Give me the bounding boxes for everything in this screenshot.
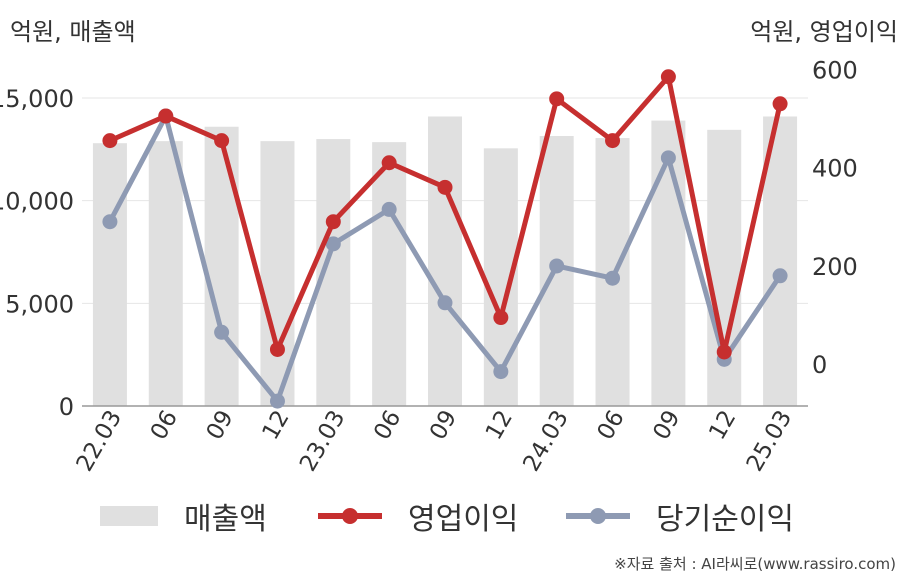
bar-revenue — [148, 141, 183, 406]
left-tick-label: 15,000 — [0, 85, 74, 113]
right-tick-label: 200 — [812, 253, 858, 281]
point-net-income — [437, 295, 453, 311]
legend-label-operating-profit: 영업이익 — [408, 502, 519, 537]
right-axis-unit: 억원, 영업이익 — [750, 18, 898, 46]
x-tick-label: 09 — [425, 406, 462, 444]
point-net-income — [605, 270, 621, 286]
right-tick-label: 400 — [812, 155, 858, 183]
legend-swatch-net-income — [566, 508, 630, 524]
legend-item-operating-profit: 영업이익 — [318, 494, 518, 538]
point-net-income — [325, 236, 341, 252]
point-operating-profit — [493, 310, 509, 326]
right-tick-label: 600 — [812, 56, 858, 84]
x-tick-label: 25.03 — [742, 406, 797, 476]
point-operating-profit — [269, 341, 285, 357]
point-operating-profit — [716, 344, 732, 360]
revenue-bars — [92, 116, 798, 407]
point-net-income — [660, 150, 676, 166]
x-tick-label: 06 — [369, 406, 406, 444]
left-axis-ticks: 0 5,000 10,000 15,000 — [0, 85, 74, 421]
legend-item-net-income: 당기순이익 — [566, 494, 794, 538]
x-axis-ticks: 22.03 06 09 12 23.03 06 09 12 24.03 06 09 12 25.03 — [72, 406, 798, 476]
point-operating-profit — [437, 179, 453, 195]
right-tick-label: 0 — [812, 351, 827, 379]
legend-label-revenue: 매출액 — [184, 502, 267, 537]
point-operating-profit — [660, 69, 676, 85]
source-credit: ※자료 출처 : AI라씨로(www.rassiro.com) — [614, 555, 896, 573]
bar-revenue — [651, 120, 686, 406]
x-tick-label: 09 — [202, 406, 239, 444]
combo-chart: 0 5,000 10,000 15,000 0 200 400 600 22.03 06 09 1… — [0, 56, 858, 476]
point-net-income — [381, 201, 397, 217]
point-operating-profit — [325, 214, 341, 230]
point-net-income — [269, 393, 285, 409]
point-net-income — [102, 214, 118, 230]
point-operating-profit — [214, 133, 230, 149]
point-operating-profit — [158, 108, 174, 124]
point-operating-profit — [605, 133, 621, 149]
x-tick-label: 06 — [593, 406, 630, 444]
left-axis-unit: 억원, 매출액 — [10, 18, 136, 46]
point-operating-profit — [549, 91, 565, 107]
x-tick-label: 12 — [481, 406, 518, 444]
legend-label-net-income: 당기순이익 — [656, 502, 794, 537]
left-tick-label: 10,000 — [0, 188, 74, 216]
bar-revenue — [428, 116, 462, 406]
bar-revenue — [372, 142, 407, 406]
legend-swatch-revenue — [100, 506, 158, 526]
point-operating-profit — [772, 96, 788, 112]
legend: 매출액 영업이익 당기순이익 — [0, 494, 908, 537]
right-axis-ticks: 0 200 400 600 — [812, 56, 858, 379]
x-tick-label: 06 — [146, 406, 183, 444]
point-net-income — [214, 324, 230, 340]
bar-revenue — [92, 143, 127, 406]
x-tick-label: 22.03 — [72, 406, 127, 476]
x-tick-label: 12 — [704, 406, 741, 444]
x-tick-label: 23.03 — [295, 406, 350, 476]
series-lines — [102, 69, 788, 409]
legend-swatch-operating-profit — [318, 508, 382, 524]
point-net-income — [493, 364, 509, 380]
left-tick-label: 0 — [59, 393, 74, 421]
point-net-income — [772, 268, 788, 284]
legend-item-revenue: 매출액 — [100, 494, 267, 538]
point-operating-profit — [102, 133, 118, 149]
point-net-income — [549, 258, 565, 274]
point-operating-profit — [381, 155, 397, 171]
left-tick-label: 5,000 — [5, 290, 74, 318]
bar-revenue — [204, 126, 239, 406]
x-tick-label: 09 — [648, 406, 685, 444]
x-tick-label: 24.03 — [518, 406, 573, 476]
x-tick-label: 12 — [258, 406, 295, 444]
